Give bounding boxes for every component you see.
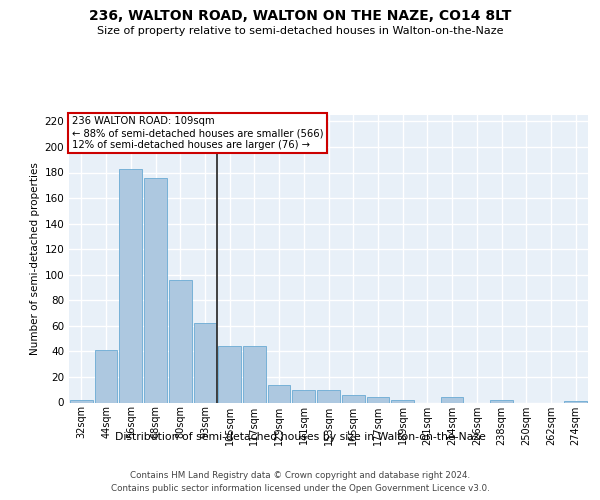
Bar	[292, 390, 315, 402]
Bar	[95, 350, 118, 403]
Bar	[70, 400, 93, 402]
Text: Contains HM Land Registry data © Crown copyright and database right 2024.: Contains HM Land Registry data © Crown c…	[130, 471, 470, 480]
Bar	[441, 398, 463, 402]
Text: 236 WALTON ROAD: 109sqm
← 88% of semi-detached houses are smaller (566)
12% of s: 236 WALTON ROAD: 109sqm ← 88% of semi-de…	[71, 116, 323, 150]
Bar	[194, 324, 216, 402]
Bar	[367, 398, 389, 402]
Bar	[317, 390, 340, 402]
Bar	[218, 346, 241, 403]
Bar	[144, 178, 167, 402]
Text: Size of property relative to semi-detached houses in Walton-on-the-Naze: Size of property relative to semi-detach…	[97, 26, 503, 36]
Bar	[391, 400, 414, 402]
Bar	[243, 346, 266, 403]
Bar	[564, 401, 587, 402]
Bar	[268, 384, 290, 402]
Bar	[342, 395, 365, 402]
Bar	[169, 280, 191, 402]
Text: Distribution of semi-detached houses by size in Walton-on-the-Naze: Distribution of semi-detached houses by …	[115, 432, 485, 442]
Bar	[490, 400, 513, 402]
Y-axis label: Number of semi-detached properties: Number of semi-detached properties	[30, 162, 40, 355]
Bar	[119, 168, 142, 402]
Text: 236, WALTON ROAD, WALTON ON THE NAZE, CO14 8LT: 236, WALTON ROAD, WALTON ON THE NAZE, CO…	[89, 9, 511, 23]
Text: Contains public sector information licensed under the Open Government Licence v3: Contains public sector information licen…	[110, 484, 490, 493]
